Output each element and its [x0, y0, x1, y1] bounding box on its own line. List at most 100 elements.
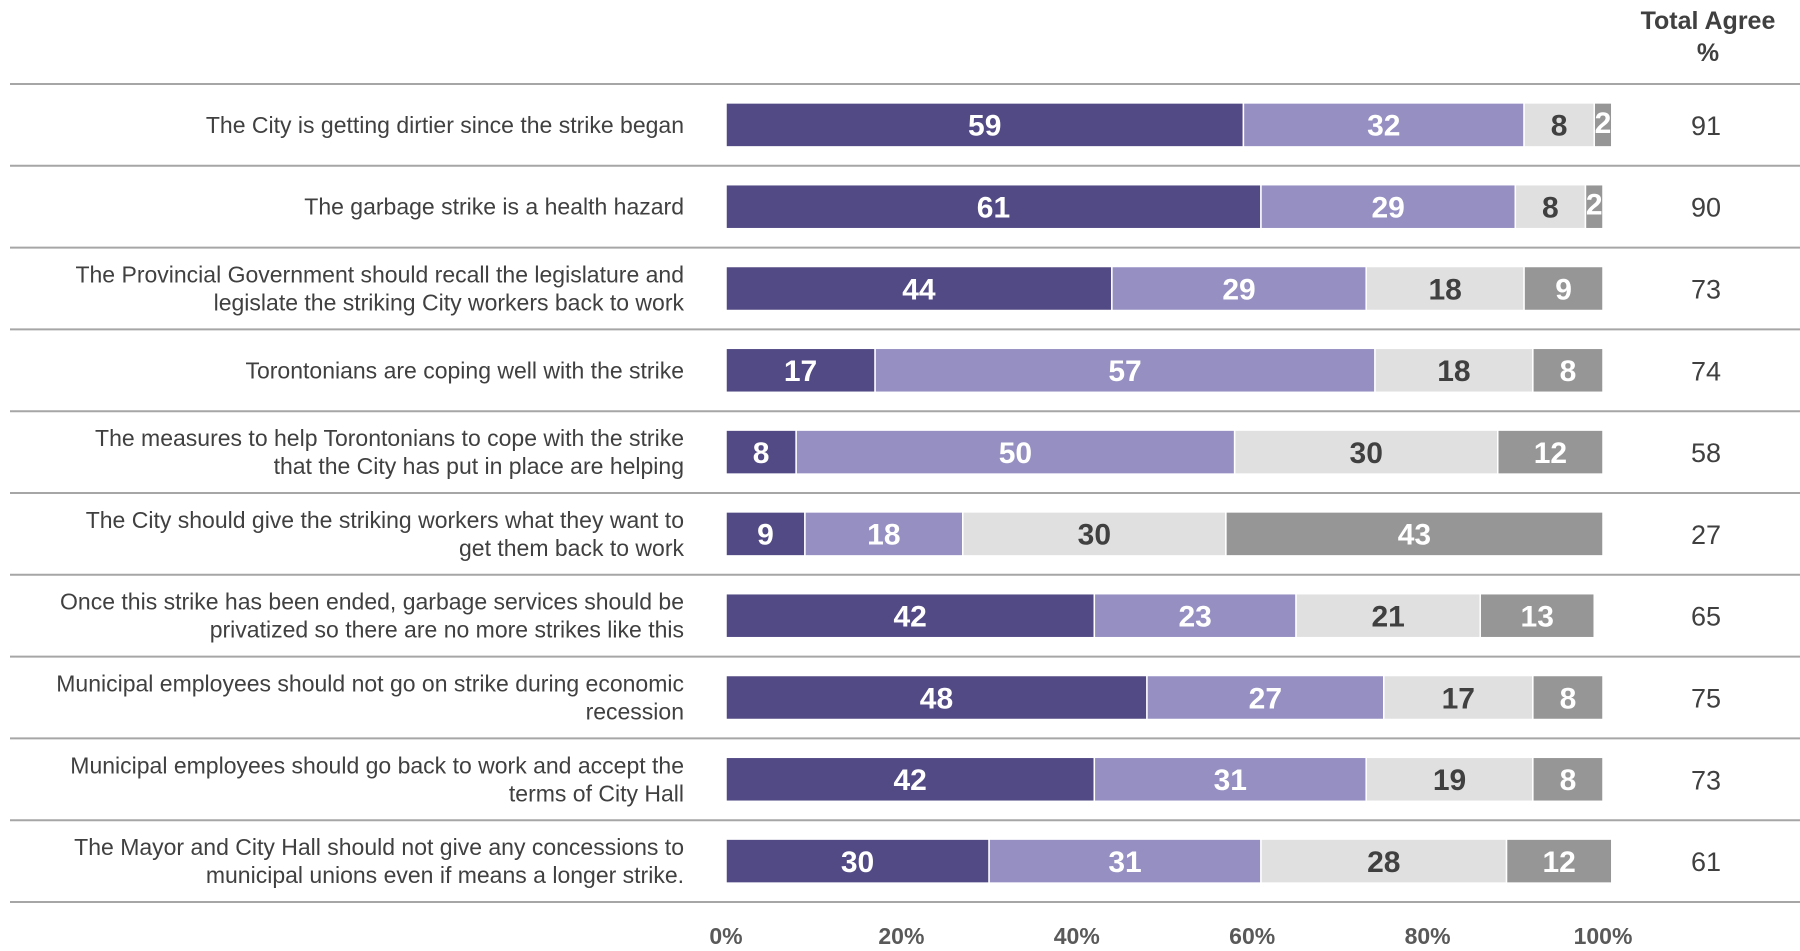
category-label: The measures to help Torontonians to cop… [95, 425, 684, 451]
bar-segment-1 [725, 674, 1148, 721]
x-tick-label: 40% [1054, 923, 1100, 949]
segment-value-label: 50 [999, 437, 1032, 470]
segment-value-label: 28 [1367, 846, 1400, 879]
segment-value-label: 8 [753, 437, 770, 470]
category-label: legislate the striking City workers back… [214, 290, 685, 316]
bar-segment-2 [795, 429, 1236, 475]
x-axis: 0% 20% 40% 60% 80% 100% [709, 923, 1632, 949]
category-label: The Provincial Government should recall … [75, 262, 684, 288]
bar-row: The Mayor and City Hall should not give … [74, 834, 1721, 888]
segment-value-label: 43 [1398, 519, 1431, 552]
bar-row: The Provincial Government should recall … [75, 262, 1721, 316]
bar-segment-3 [1260, 838, 1508, 884]
bar-segment-4 [1593, 102, 1613, 148]
bar-segment-3 [1295, 592, 1481, 639]
x-tick-label: 20% [878, 923, 924, 949]
segment-value-label: 18 [1428, 273, 1461, 306]
bar-segment-2 [1242, 102, 1525, 148]
segment-value-label: 2 [1595, 107, 1612, 140]
segment-value-label: 8 [1542, 192, 1559, 225]
category-label: Once this strike has been ended, garbage… [60, 589, 684, 615]
total-agree-value: 74 [1691, 356, 1721, 386]
segment-value-label: 9 [757, 519, 774, 552]
bar-segment-2 [988, 838, 1262, 884]
x-tick-label: 100% [1574, 923, 1633, 949]
bar-segment-1 [725, 429, 797, 475]
total-agree-value: 90 [1691, 193, 1721, 223]
bar-segment-4 [1505, 838, 1613, 884]
segment-value-label: 48 [920, 682, 953, 715]
segment-value-label: 29 [1371, 192, 1404, 225]
bar-segment-4 [1584, 183, 1604, 230]
bar-segment-4 [1497, 429, 1604, 475]
category-label: recession [586, 699, 684, 725]
bar-segment-1 [725, 511, 806, 557]
segment-value-label: 30 [1350, 437, 1383, 470]
bar-row: The garbage strike is a health hazard 61 2… [304, 183, 1721, 230]
bar-segment-1 [725, 838, 990, 884]
total-agree-header: Total Agree % [1641, 7, 1776, 67]
bar-segment-1 [725, 265, 1113, 312]
total-agree-header-line1: Total Agree [1641, 7, 1776, 35]
segment-value-label: 9 [1555, 273, 1572, 306]
segment-value-label: 32 [1367, 110, 1400, 143]
category-label: Torontonians are coping well with the st… [245, 357, 684, 383]
segment-value-label: 23 [1179, 601, 1212, 634]
bar-segment-2 [1093, 592, 1297, 639]
bar-segment-3 [1514, 183, 1587, 230]
bar-segment-4 [1532, 347, 1604, 394]
segment-value-label: 18 [1437, 355, 1470, 388]
bar-segment-2 [1146, 674, 1385, 721]
segment-value-label: 8 [1560, 355, 1577, 388]
total-agree-value: 27 [1691, 520, 1721, 550]
segment-value-label: 19 [1433, 764, 1466, 797]
total-agree-value: 75 [1691, 684, 1721, 714]
bar-row: The City is getting dirtier since the st… [206, 102, 1721, 148]
segment-value-label: 17 [784, 355, 817, 388]
bar-segment-4 [1532, 674, 1604, 721]
bar-row: The measures to help Torontonians to cop… [95, 425, 1721, 479]
total-agree-value: 65 [1691, 602, 1721, 632]
x-tick-label: 60% [1229, 923, 1275, 949]
bar-segment-4 [1532, 756, 1604, 803]
total-agree-value: 91 [1691, 111, 1721, 141]
category-label: municipal unions even if means a longer … [206, 862, 684, 888]
segment-value-label: 17 [1442, 682, 1475, 715]
segment-value-label: 42 [893, 601, 926, 634]
bar-row: The City should give the striking worker… [86, 507, 1721, 561]
segment-value-label: 12 [1542, 846, 1575, 879]
category-label: Municipal employees should go back to wo… [70, 752, 684, 778]
category-label: The City should give the striking worker… [86, 507, 684, 533]
category-label: Municipal employees should not go on str… [56, 671, 684, 697]
segment-value-label: 12 [1534, 437, 1567, 470]
chart-rows: The City is getting dirtier since the st… [56, 102, 1721, 888]
bar-row: Torontonians are coping well with the st… [245, 347, 1721, 394]
bar-segment-3 [1365, 756, 1534, 803]
segment-value-label: 57 [1108, 355, 1141, 388]
bar-segment-2 [1111, 265, 1367, 312]
category-label: The City is getting dirtier since the st… [206, 112, 684, 138]
bar-segment-4 [1225, 511, 1604, 557]
bar-segment-3 [1383, 674, 1534, 721]
x-tick-label: 0% [709, 923, 742, 949]
segment-value-label: 31 [1108, 846, 1141, 879]
segment-value-label: 8 [1560, 764, 1577, 797]
bar-row: Municipal employees should not go on str… [56, 671, 1721, 725]
segment-value-label: 2 [1586, 189, 1603, 222]
segment-value-label: 59 [968, 110, 1001, 143]
segment-value-label: 42 [893, 764, 926, 797]
total-agree-value: 73 [1691, 275, 1721, 305]
bar-row: Municipal employees should go back to wo… [70, 752, 1721, 806]
segment-value-label: 31 [1214, 764, 1247, 797]
category-label: terms of City Hall [509, 780, 684, 806]
segment-value-label: 29 [1222, 273, 1255, 306]
bar-segment-3 [1233, 429, 1499, 475]
segment-value-label: 61 [977, 192, 1010, 225]
bar-segment-4 [1479, 592, 1595, 639]
segment-value-label: 21 [1371, 601, 1404, 634]
total-agree-header-line2: % [1697, 39, 1719, 67]
segment-value-label: 8 [1551, 110, 1568, 143]
total-agree-value: 73 [1691, 765, 1721, 795]
row-separators [10, 83, 1800, 903]
